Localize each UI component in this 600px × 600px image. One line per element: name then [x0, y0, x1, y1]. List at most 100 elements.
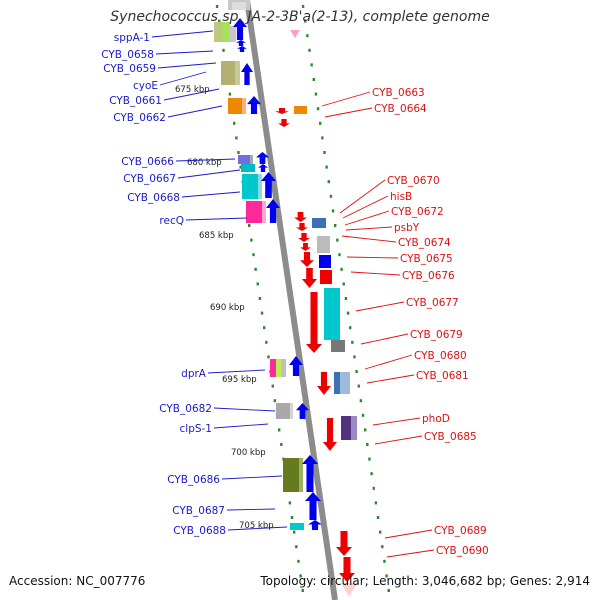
reverse-gene-arrow [278, 119, 290, 127]
tick-mark [334, 224, 337, 227]
forward-gene-label[interactable]: clpS-1 [180, 423, 213, 435]
reverse-gene-label[interactable]: CYB_0677 [406, 297, 459, 309]
gene-feature [331, 340, 345, 352]
leader-line [221, 475, 283, 480]
scale-label: 700 kbp [231, 448, 266, 458]
tick-mark [357, 384, 360, 388]
reverse-gene-arrow [341, 583, 357, 597]
tick-mark [381, 545, 384, 549]
tick-mark [374, 501, 378, 505]
forward-gene-label[interactable]: CYB_0668 [127, 192, 180, 204]
reverse-gene-label[interactable]: CYB_0680 [414, 350, 467, 362]
reverse-gene-label[interactable]: CYB_0685 [424, 431, 477, 443]
tick-mark [310, 63, 313, 67]
reverse-gene-label[interactable]: CYB_0664 [374, 103, 427, 115]
forward-gene-arrow [247, 96, 261, 114]
forward-gene-arrow [261, 172, 276, 198]
reverse-gene-label[interactable]: CYB_0670 [387, 175, 440, 187]
forward-gene-label[interactable]: CYB_0658 [101, 49, 154, 61]
tick-mark [361, 413, 365, 417]
tick-mark [301, 589, 304, 592]
tick-mark [368, 457, 371, 461]
gene-feature [276, 403, 290, 419]
tick-mark [222, 48, 225, 52]
reverse-gene-arrow [275, 108, 289, 114]
reverse-gene-label[interactable]: CYB_0676 [402, 270, 455, 282]
gene-feature [232, 2, 246, 10]
forward-gene-arrow [256, 152, 269, 164]
reverse-gene-label[interactable]: CYB_0663 [372, 87, 425, 99]
reverse-gene-label[interactable]: psbY [394, 222, 420, 234]
reverse-gene-arrow [294, 212, 307, 222]
reverse-gene-label[interactable]: hisB [390, 191, 412, 203]
tick-mark [342, 282, 345, 286]
genes-label: Genes: [509, 574, 552, 588]
genes-value: 2,914 [555, 574, 590, 588]
scale-label: 705 kbp [239, 521, 274, 531]
tick-mark [346, 311, 350, 315]
forward-gene-label[interactable]: CYB_0659 [103, 63, 156, 75]
tick-mark [366, 443, 369, 446]
tick-mark [292, 530, 296, 534]
tick-mark [323, 151, 326, 154]
reverse-gene-label[interactable]: CYB_0689 [434, 525, 487, 537]
tick-mark [228, 92, 232, 96]
tick-mark [319, 121, 322, 125]
tick-mark [325, 165, 328, 169]
scale-label: 675 kbp [175, 85, 210, 95]
forward-gene-label[interactable]: CYB_0661 [109, 95, 162, 107]
forward-gene-label[interactable]: cyoE [133, 80, 158, 92]
tick-mark [233, 121, 236, 125]
forward-gene-label[interactable]: CYB_0666 [121, 156, 174, 168]
scale-label: 695 kbp [222, 375, 257, 385]
tick-mark [290, 516, 294, 519]
forward-gene-label[interactable]: sppA-1 [114, 32, 150, 44]
reverse-gene-label[interactable]: CYB_0675 [400, 253, 453, 265]
reverse-gene-label[interactable]: CYB_0674 [398, 237, 451, 249]
tick-mark [378, 530, 382, 534]
tick-mark [288, 501, 292, 505]
tick-mark [250, 238, 253, 242]
forward-gene-label[interactable]: dprA [181, 368, 207, 380]
tick-mark [321, 136, 324, 140]
reverse-gene-label[interactable]: CYB_0672 [391, 206, 444, 218]
forward-gene-label[interactable]: recQ [159, 215, 184, 227]
leader-line [185, 217, 248, 221]
tick-mark [344, 297, 348, 300]
tick-mark [265, 340, 268, 344]
forward-gene-arrow [305, 492, 321, 520]
leader-line [342, 195, 389, 219]
tick-mark [304, 19, 307, 23]
forward-gene-label[interactable]: CYB_0686 [167, 474, 220, 486]
reverse-gene-label[interactable]: CYB_0681 [416, 370, 469, 382]
tick-mark [376, 516, 380, 519]
gene-feature [228, 98, 242, 114]
forward-gene-label[interactable]: CYB_0687 [172, 505, 225, 517]
gene-feature [235, 61, 240, 85]
leader-line [151, 30, 214, 38]
gene-feature [242, 98, 246, 114]
reverse-gene-label[interactable]: CYB_0679 [410, 329, 463, 341]
gene-feature [214, 22, 222, 42]
leader-line [364, 354, 413, 370]
leader-line [207, 369, 266, 374]
reverse-gene-arrow [302, 268, 317, 288]
forward-gene-label[interactable]: CYB_0662 [113, 112, 166, 124]
leader-line [157, 62, 217, 69]
tick-mark [235, 136, 238, 140]
forward-gene-label[interactable]: CYB_0667 [123, 173, 176, 185]
reverse-gene-label[interactable]: CYB_0690 [436, 545, 489, 557]
forward-gene-arrow [258, 164, 268, 172]
reverse-gene-arrow [296, 223, 308, 231]
gene-feature [230, 26, 236, 42]
reverse-gene-label[interactable]: phoD [422, 413, 450, 425]
leader-line [374, 435, 423, 445]
forward-gene-label[interactable]: CYB_0688 [173, 525, 226, 537]
tick-mark [316, 107, 320, 111]
gene-feature [312, 218, 326, 228]
gene-feature [242, 174, 258, 199]
gene-feature [262, 201, 266, 223]
gene-feature [299, 458, 303, 492]
forward-gene-label[interactable]: CYB_0682 [159, 403, 212, 415]
